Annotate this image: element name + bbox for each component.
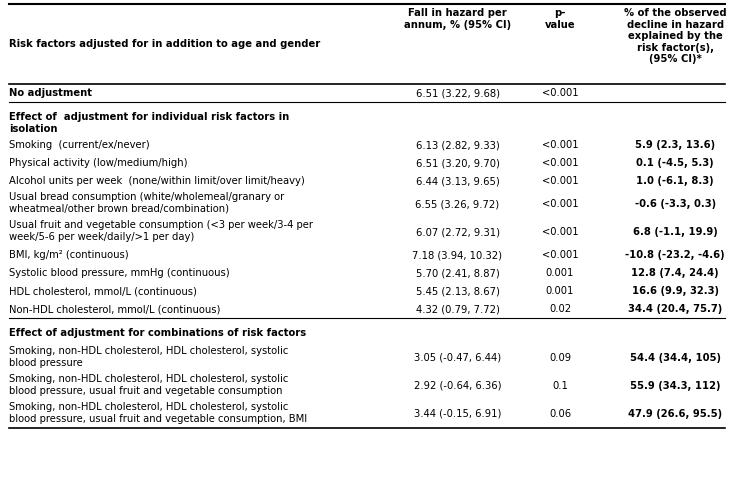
Text: 5.9 (2.3, 13.6): 5.9 (2.3, 13.6) [635,140,715,150]
Text: 0.001: 0.001 [546,268,574,278]
Text: 34.4 (20.4, 75.7): 34.4 (20.4, 75.7) [628,304,722,314]
Text: BMI, kg/m² (continuous): BMI, kg/m² (continuous) [9,250,128,260]
Text: 3.05 (-0.47, 6.44): 3.05 (-0.47, 6.44) [414,353,501,363]
Text: 7.18 (3.94, 10.32): 7.18 (3.94, 10.32) [413,250,502,260]
Text: Usual fruit and vegetable consumption (<3 per week/3-4 per
week/5-6 per week/dai: Usual fruit and vegetable consumption (<… [9,220,313,241]
Text: 54.4 (34.4, 105): 54.4 (34.4, 105) [630,353,721,363]
Text: 0.001: 0.001 [546,286,574,296]
Text: Risk factors adjusted for in addition to age and gender: Risk factors adjusted for in addition to… [9,39,320,49]
Text: -0.6 (-3.3, 0.3): -0.6 (-3.3, 0.3) [635,199,716,209]
Text: 0.02: 0.02 [549,304,571,314]
Text: Smoking, non-HDL cholesterol, HDL cholesterol, systolic
blood pressure, usual fr: Smoking, non-HDL cholesterol, HDL choles… [9,374,288,395]
Text: <0.001: <0.001 [542,88,578,98]
Text: 1.0 (-6.1, 8.3): 1.0 (-6.1, 8.3) [636,176,714,186]
Text: 5.70 (2.41, 8.87): 5.70 (2.41, 8.87) [416,268,499,278]
Text: 16.6 (9.9, 32.3): 16.6 (9.9, 32.3) [632,286,719,296]
Text: 47.9 (26.6, 95.5): 47.9 (26.6, 95.5) [628,409,722,419]
Text: 3.44 (-0.15, 6.91): 3.44 (-0.15, 6.91) [414,409,501,419]
Text: 6.8 (-1.1, 19.9): 6.8 (-1.1, 19.9) [633,227,717,237]
Text: -10.8 (-23.2, -4.6): -10.8 (-23.2, -4.6) [625,250,725,260]
Text: <0.001: <0.001 [542,227,578,237]
Text: 6.07 (2.72, 9.31): 6.07 (2.72, 9.31) [416,227,499,237]
Text: 0.06: 0.06 [549,409,571,419]
Text: Smoking  (current/ex/never): Smoking (current/ex/never) [9,140,149,150]
Text: 6.55 (3.26, 9.72): 6.55 (3.26, 9.72) [416,199,499,209]
Text: <0.001: <0.001 [542,140,578,150]
Text: 55.9 (34.3, 112): 55.9 (34.3, 112) [630,381,720,391]
Text: <0.001: <0.001 [542,158,578,168]
Text: 6.51 (3.20, 9.70): 6.51 (3.20, 9.70) [416,158,499,168]
Text: 2.92 (-0.64, 6.36): 2.92 (-0.64, 6.36) [414,381,501,391]
Text: 4.32 (0.79, 7.72): 4.32 (0.79, 7.72) [416,304,499,314]
Text: 6.44 (3.13, 9.65): 6.44 (3.13, 9.65) [416,176,499,186]
Text: Fall in hazard per
annum, % (95% CI): Fall in hazard per annum, % (95% CI) [404,8,511,30]
Text: 6.13 (2.82, 9.33): 6.13 (2.82, 9.33) [416,140,499,150]
Text: Effect of  adjustment for individual risk factors in
isolation: Effect of adjustment for individual risk… [9,112,289,134]
Text: 0.09: 0.09 [549,353,571,363]
Text: p-
value: p- value [545,8,575,30]
Text: <0.001: <0.001 [542,199,578,209]
Text: HDL cholesterol, mmol/L (continuous): HDL cholesterol, mmol/L (continuous) [9,286,197,296]
Text: Alcohol units per week  (none/within limit/over limit/heavy): Alcohol units per week (none/within limi… [9,176,305,186]
Text: Effect of adjustment for combinations of risk factors: Effect of adjustment for combinations of… [9,328,306,338]
Text: 0.1: 0.1 [552,381,568,391]
Text: Systolic blood pressure, mmHg (continuous): Systolic blood pressure, mmHg (continuou… [9,268,229,278]
Text: 0.1 (-4.5, 5.3): 0.1 (-4.5, 5.3) [636,158,714,168]
Text: Non-HDL cholesterol, mmol/L (continuous): Non-HDL cholesterol, mmol/L (continuous) [9,304,220,314]
Text: Physical activity (low/medium/high): Physical activity (low/medium/high) [9,158,187,168]
Text: Usual bread consumption (white/wholemeal/granary or
wheatmeal/other brown bread/: Usual bread consumption (white/wholemeal… [9,192,284,214]
Text: 12.8 (7.4, 24.4): 12.8 (7.4, 24.4) [632,268,719,278]
Text: 6.51 (3.22, 9.68): 6.51 (3.22, 9.68) [416,88,499,98]
Text: % of the observed
decline in hazard
explained by the
risk factor(s),
(95% CI)*: % of the observed decline in hazard expl… [624,8,727,64]
Text: Smoking, non-HDL cholesterol, HDL cholesterol, systolic
blood pressure, usual fr: Smoking, non-HDL cholesterol, HDL choles… [9,402,307,424]
Text: <0.001: <0.001 [542,176,578,186]
Text: 5.45 (2.13, 8.67): 5.45 (2.13, 8.67) [416,286,499,296]
Text: Smoking, non-HDL cholesterol, HDL cholesterol, systolic
blood pressure: Smoking, non-HDL cholesterol, HDL choles… [9,346,288,368]
Text: <0.001: <0.001 [542,250,578,260]
Text: No adjustment: No adjustment [9,88,92,98]
